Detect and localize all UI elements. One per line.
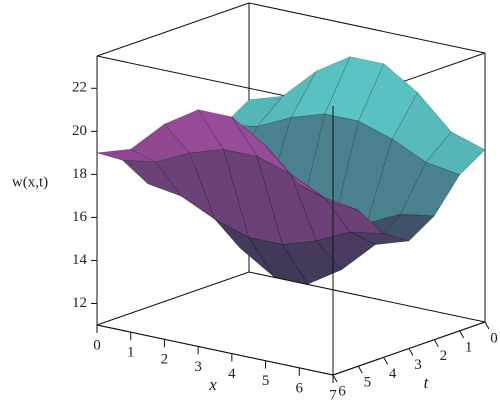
z-tick-label: 20	[72, 123, 87, 139]
x-tick-label: 1	[127, 345, 135, 361]
y-tick	[332, 374, 338, 383]
y-tick	[484, 321, 490, 330]
y-tick-label: 1	[465, 339, 473, 355]
y-tick-label: 0	[490, 330, 498, 346]
z-axis-label: w(x,t)	[12, 174, 48, 190]
x-tick-label: 2	[161, 352, 169, 368]
y-tick	[459, 330, 465, 339]
y-tick	[357, 365, 363, 374]
x-tick-label: 4	[228, 366, 236, 382]
z-tick-label: 16	[72, 209, 88, 225]
x-tick-label: 7	[329, 387, 337, 403]
x-axis-label: x	[208, 375, 217, 394]
z-tick-label: 14	[72, 252, 88, 268]
t-axis-label: t	[424, 373, 430, 392]
box-edge	[248, 2, 486, 54]
x-tick-label: 6	[296, 380, 304, 396]
box-edge	[96, 2, 250, 57]
y-tick	[383, 357, 389, 365]
y-tick	[408, 348, 414, 356]
y-tick-label: 2	[440, 348, 448, 364]
box-edge	[96, 324, 334, 376]
x-tick-label: 3	[194, 359, 202, 375]
z-tick-label: 22	[72, 80, 87, 96]
y-tick-label: 6	[338, 383, 346, 399]
z-tick-label: 18	[72, 166, 87, 182]
y-tick	[433, 339, 439, 347]
y-tick-label: 5	[364, 375, 372, 391]
x-tick-label: 5	[262, 373, 270, 389]
y-tick-label: 3	[414, 357, 422, 373]
box-edge	[96, 271, 250, 326]
z-tick-label: 12	[72, 295, 87, 311]
x-tick-label: 0	[93, 337, 101, 353]
box-edge	[248, 271, 486, 323]
y-tick-label: 4	[389, 366, 397, 382]
